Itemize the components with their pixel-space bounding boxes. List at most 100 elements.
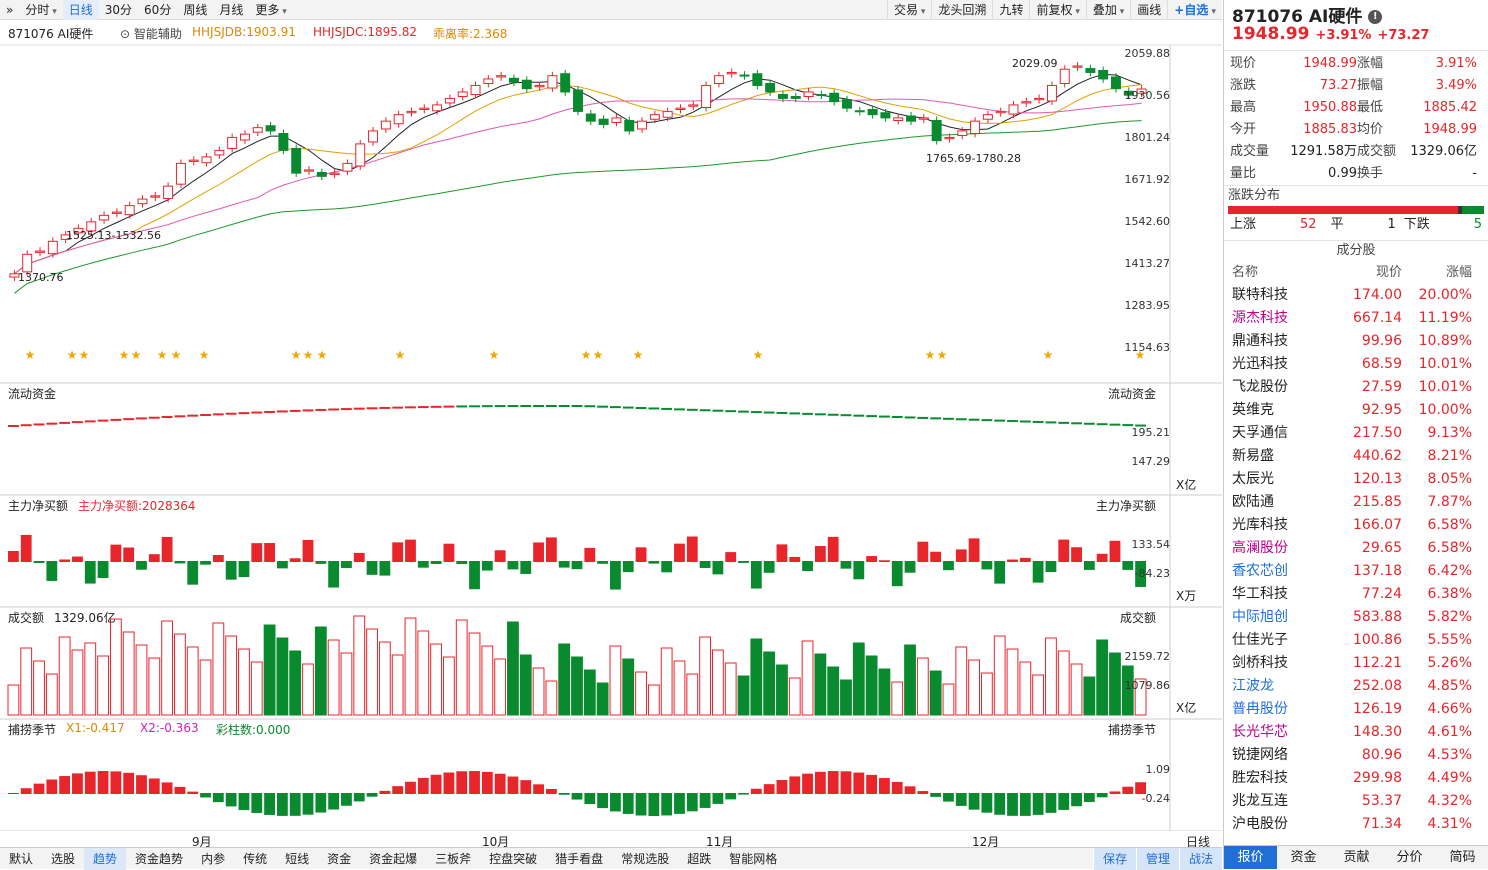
turnover-bar (583, 669, 596, 716)
signal-star: ★ (925, 348, 936, 362)
tab-60min[interactable]: 60分 (144, 2, 172, 17)
manage-button[interactable]: 管理 (1135, 848, 1179, 870)
col-name[interactable]: 名称 (1232, 265, 1259, 280)
trade-button[interactable]: 交易 (887, 0, 931, 20)
season-bar (994, 793, 1006, 815)
table-row[interactable]: 太辰光 120.13 8.05% (1224, 468, 1488, 491)
tab-price-dist[interactable]: 分价 (1396, 850, 1423, 865)
table-row[interactable]: 飞龙股份 27.59 10.01% (1224, 376, 1488, 399)
table-row[interactable]: 联特科技 174.00 20.00% (1224, 284, 1488, 307)
tab-default[interactable]: 默认 (9, 851, 34, 866)
tab-regular-pick[interactable]: 常规选股 (621, 851, 670, 866)
candlestick-chart[interactable]: ★ ★ ★ ★ ★ ★ ★ ★ ★ ★ ★ ★ ★ ★ ★ ★ ★ ★ ★ ★ ★ (0, 21, 1222, 831)
col-change[interactable]: 涨幅 (1445, 265, 1472, 280)
net-bar (891, 561, 903, 587)
turnover-bar (7, 684, 20, 716)
candle (893, 117, 904, 122)
turnover-value: 1329.06亿 (54, 611, 116, 625)
table-row[interactable]: 沪电股份 71.34 4.31% (1224, 813, 1488, 836)
season-bar (853, 772, 865, 794)
overlay-button[interactable]: 叠加 (1085, 0, 1130, 20)
signal-star: ★ (753, 348, 764, 362)
tab-short[interactable]: 短线 (285, 851, 310, 866)
table-row[interactable]: 普冉股份 126.19 4.66% (1224, 698, 1488, 721)
table-row[interactable]: 中际旭创 583.88 5.82% (1224, 606, 1488, 629)
tab-control-break[interactable]: 控盘突破 (489, 851, 538, 866)
tab-three-axe[interactable]: 三板斧 (435, 851, 472, 866)
tab-smart-grid[interactable]: 智能网格 (729, 851, 778, 866)
table-row[interactable]: 香农芯创 137.18 6.42% (1224, 560, 1488, 583)
tab-intraday[interactable]: 分时 (19, 0, 62, 20)
stock-price: 215.85 (1353, 494, 1402, 510)
tab-fund-trend[interactable]: 资金趋势 (135, 851, 184, 866)
table-row[interactable]: 源杰科技 667.14 11.19% (1224, 307, 1488, 330)
table-row[interactable]: 天孚通信 217.50 9.13% (1224, 422, 1488, 445)
table-row[interactable]: 仕佳光子 100.86 5.55% (1224, 629, 1488, 652)
tab-fund[interactable]: 资金 (327, 851, 352, 866)
table-row[interactable]: 华工科技 77.24 6.38% (1224, 583, 1488, 606)
season-bar (1071, 793, 1082, 807)
table-row[interactable]: 光库科技 166.07 6.58% (1224, 514, 1488, 537)
stock-name: 天孚通信 (1232, 425, 1288, 441)
draw-button[interactable]: 画线 (1130, 0, 1167, 20)
tab-contribution[interactable]: 贡献 (1343, 850, 1370, 865)
season-bar (33, 783, 45, 794)
tab-more[interactable]: 更多 (249, 0, 292, 20)
tab-trend[interactable]: 趋势 (84, 847, 127, 870)
strategy-button[interactable]: 战法 (1178, 848, 1222, 870)
adjust-button[interactable]: 前复权 (1029, 0, 1085, 20)
tab-insider[interactable]: 内参 (201, 851, 226, 866)
signal-star: ★ (25, 348, 36, 362)
turnover-bar (699, 636, 711, 716)
table-row[interactable]: 高澜股份 29.65 6.58% (1224, 537, 1488, 560)
candle (726, 71, 737, 75)
tab-monthly[interactable]: 月线 (219, 2, 244, 17)
tab-daily[interactable]: 日线 (62, 0, 99, 20)
table-row[interactable]: 新易盛 440.62 8.21% (1224, 445, 1488, 468)
assist-toggle[interactable]: ⊙ 智能辅助 (120, 27, 182, 41)
tab-capital[interactable]: 资金 (1290, 850, 1317, 865)
add-watchlist-button[interactable]: +自选 (1167, 0, 1222, 20)
save-button[interactable]: 保存 (1092, 848, 1136, 870)
candle (188, 159, 199, 162)
table-row[interactable]: 锐捷网络 80.96 4.53% (1224, 744, 1488, 767)
tab-shortcode[interactable]: 简码 (1449, 850, 1476, 865)
tab-hunter[interactable]: 猎手看盘 (555, 851, 604, 866)
candle (1008, 104, 1019, 115)
table-row[interactable]: 江波龙 252.08 4.85% (1224, 675, 1488, 698)
net-bar (148, 554, 160, 562)
table-row[interactable]: 剑桥科技 112.21 5.26% (1224, 652, 1488, 675)
table-row[interactable]: 胜宏科技 299.98 4.49% (1224, 767, 1488, 790)
candle (278, 133, 289, 151)
turnover-bar (507, 621, 519, 716)
collapse-icon[interactable]: » (6, 2, 14, 17)
down-label: 下跌 (1403, 217, 1430, 232)
tab-stock-pick[interactable]: 选股 (51, 851, 76, 866)
table-row[interactable]: 兆龙互连 53.37 4.32% (1224, 790, 1488, 813)
season-bar (635, 793, 647, 816)
tab-oversold[interactable]: 超跌 (687, 851, 712, 866)
nine-turn-button[interactable]: 九转 (992, 0, 1029, 20)
tab-classic[interactable]: 传统 (243, 851, 268, 866)
constituents-header: 名称 现价 涨幅 (1224, 261, 1488, 284)
up-count: 52 (1299, 217, 1317, 232)
table-row[interactable]: 长光华芯 148.30 4.61% (1224, 721, 1488, 744)
table-row[interactable]: 光迅科技 68.59 10.01% (1224, 353, 1488, 376)
leader-review-button[interactable]: 龙头回溯 (931, 0, 992, 20)
candle (111, 211, 122, 214)
signal-star: ★ (317, 348, 328, 362)
turnover-bar (225, 635, 238, 716)
tab-weekly[interactable]: 周线 (183, 2, 208, 17)
tab-30min[interactable]: 30分 (104, 2, 133, 17)
table-row[interactable]: 鼎通科技 99.96 10.89% (1224, 330, 1488, 353)
table-row[interactable]: 英维克 92.95 10.00% (1224, 399, 1488, 422)
season-bar (430, 774, 442, 794)
stock-price: 68.59 (1361, 356, 1402, 372)
tab-quote[interactable]: 报价 (1224, 846, 1277, 869)
info-icon[interactable]: ! (1368, 10, 1383, 24)
col-price[interactable]: 现价 (1375, 265, 1402, 280)
table-row[interactable]: 欧陆通 215.85 7.87% (1224, 491, 1488, 514)
tab-fund-burst[interactable]: 资金起爆 (369, 851, 418, 866)
chart-area[interactable]: 871076 AI硬件 ⊙ 智能辅助 HHJSJDB:1903.91 HHJSJ… (0, 21, 1222, 849)
candle (1034, 97, 1045, 101)
